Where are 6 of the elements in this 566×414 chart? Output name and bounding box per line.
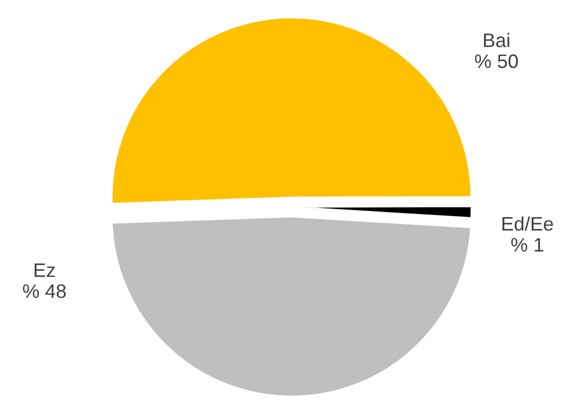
data-label: % 48 [22, 284, 66, 298]
slice-label: Ez [34, 264, 55, 277]
slice-label: Ed/Ee [502, 216, 553, 231]
data-label: % 50 [474, 54, 518, 68]
slice-label: Bai [484, 32, 510, 48]
data-label: % 1 [511, 238, 544, 252]
